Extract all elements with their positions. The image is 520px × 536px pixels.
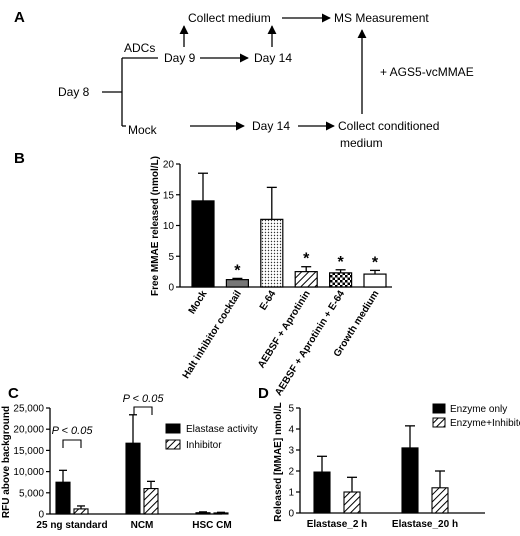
d-legend-label: Enzyme only [450,404,507,415]
d-y-tick-label: 1 [288,488,294,499]
b-y-tick-label: 20 [163,160,175,171]
b-bar [294,271,318,288]
panel-d-label: D [258,385,269,402]
d-y-axis-title: Released [MMAE] nmol/L [273,402,284,521]
c-bar [55,481,71,515]
d-legend-label: Enzyme+Inhibitor [450,418,520,429]
b-category-label: Mock [187,288,210,316]
c-bar [213,512,229,515]
collect-conditioned-line2: medium [340,136,383,150]
c-y-tick-label: 10,000 [13,467,44,478]
b-y-tick-label: 5 [168,252,174,263]
b-significance-marker: * [337,254,344,271]
panel-c-label: C [8,385,19,402]
b-bar [225,279,249,288]
day9-node: Day 9 [164,51,196,65]
adcs-label: ADCs [124,41,155,55]
chart-d: 0 1 2 3 4 5 Released [MMAE] nmol/L Elastase_2 h… [273,402,520,530]
d-y-tick-label: 4 [288,425,294,436]
collect-conditioned-line1: Collect conditioned [338,119,439,133]
panel-b-label: B [14,150,25,167]
b-bar [329,272,353,288]
c-bar [143,488,159,515]
b-y-tick-label: 0 [168,283,174,294]
c-legend-swatch [165,439,181,450]
panel-a: A Day 8 ADCs Mock Day 9 Day 14 Collect m… [14,9,474,150]
d-bar [343,491,361,514]
d-category-label: Elastase_2 h [307,519,368,530]
panel-a-label: A [14,9,25,26]
c-legend-label: Elastase activity [186,424,258,435]
day14-bottom-node: Day 14 [252,119,290,133]
d-y-tick-label: 3 [288,446,294,457]
c-bar [73,508,89,515]
b-y-axis-title: Free MMAE released (nmol/L) [150,156,161,296]
b-significance-marker: * [234,262,241,279]
c-significance-label: P < 0.05 [123,393,165,405]
b-significance-marker: * [303,251,310,268]
c-y-tick-label: 20,000 [13,425,44,436]
d-bar [431,487,449,514]
day14-top-node: Day 14 [254,51,292,65]
d-y-tick-label: 0 [288,509,294,520]
c-category-label: NCM [131,520,154,531]
c-significance-bracket [62,439,82,448]
c-y-tick-label: 25,000 [13,404,44,415]
d-bar [401,447,419,514]
mock-label: Mock [128,123,158,137]
c-legend-label: Inhibitor [186,440,222,451]
d-y-tick-label: 2 [288,467,294,478]
day8-node: Day 8 [58,85,90,99]
b-y-tick-label: 10 [163,221,175,232]
d-legend-swatch [432,403,446,414]
c-category-label: 25 ng standard [36,520,107,531]
ags5-label: + AGS5-vcMMAE [380,65,474,79]
b-bar [191,200,215,288]
b-category-label: E-64 [258,288,279,312]
c-bar [125,442,141,515]
b-significance-marker: * [372,254,379,271]
c-legend-swatch [165,423,181,434]
b-category-label: Halt inhibitor cocktail [181,289,244,381]
c-y-tick-label: 5,000 [19,488,44,499]
c-significance-bracket [133,406,153,415]
b-category-label: AEBSF + Aprotinin + E-64 [273,288,347,398]
b-bar [260,218,284,288]
c-y-tick-label: 15,000 [13,446,44,457]
c-y-tick-label: 0 [38,510,44,521]
collect-medium-node: Collect medium [188,11,271,25]
c-category-label: HSC CM [192,520,231,531]
ms-measurement-node: MS Measurement [334,11,429,25]
c-significance-label: P < 0.05 [52,425,94,437]
d-bar [313,471,331,514]
b-y-tick-label: 15 [163,190,175,201]
d-legend-swatch [432,417,446,428]
d-y-tick-label: 5 [288,404,294,415]
b-bar [363,273,387,288]
c-y-axis-title: RFU above background [1,406,12,518]
d-category-label: Elastase_20 h [392,519,458,530]
c-bar [195,512,211,515]
